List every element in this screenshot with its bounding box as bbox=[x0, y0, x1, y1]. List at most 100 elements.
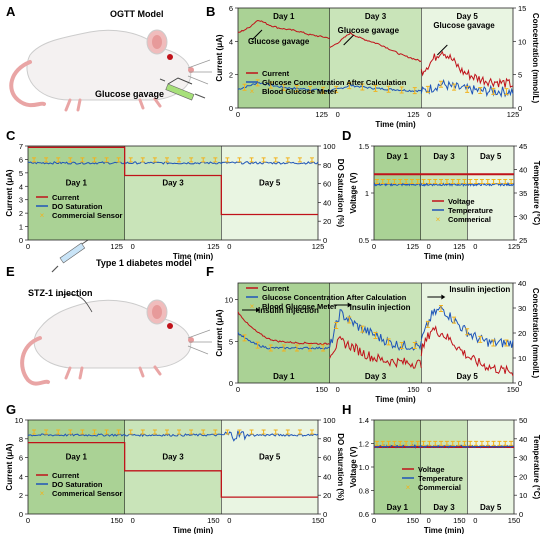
meter-marker-b bbox=[268, 81, 273, 89]
meter-marker-f bbox=[373, 332, 378, 339]
commercial-marker-c bbox=[201, 157, 206, 163]
commercial-marker-c bbox=[128, 157, 133, 163]
current-trace-b-3 bbox=[420, 50, 514, 88]
y-tick-label-b: 4 bbox=[229, 37, 233, 46]
y2-tick-label-d: 35 bbox=[519, 189, 527, 198]
meter-marker-f bbox=[425, 320, 430, 328]
meter-marker-f bbox=[491, 339, 496, 347]
x-tick-label-d: 125 bbox=[453, 242, 466, 251]
x-tick-label-b: 0 bbox=[236, 110, 240, 119]
meter-marker-f bbox=[308, 344, 313, 352]
commercial-marker-d bbox=[398, 179, 403, 185]
x-tick-label-f: 0 bbox=[427, 385, 431, 394]
y2-tick-label-c: 20 bbox=[323, 217, 331, 226]
commercial-marker-h bbox=[404, 440, 409, 446]
y-tick-label-c: 4 bbox=[19, 182, 23, 191]
y2-tick-label-g: 0 bbox=[323, 510, 327, 519]
commercial-marker-d bbox=[456, 179, 461, 185]
x-tick-label-h: 0 bbox=[372, 516, 376, 525]
commercial-marker-g bbox=[249, 429, 254, 435]
commercial-marker-c bbox=[189, 157, 194, 163]
x-axis-label-g: Time (min) bbox=[173, 526, 214, 534]
meter-marker-f bbox=[438, 305, 443, 313]
mouse-illustration-a bbox=[9, 29, 212, 112]
commercial-marker-g bbox=[140, 429, 145, 435]
commercial-marker-g bbox=[213, 429, 218, 435]
y2-tick-label-c: 80 bbox=[323, 161, 331, 170]
x-tick-label-b: 125 bbox=[507, 110, 520, 119]
legend-swatch-b-3: × bbox=[250, 87, 255, 96]
x-tick-label-d: 125 bbox=[406, 242, 419, 251]
meter-marker-b bbox=[399, 86, 404, 94]
y-tick-label-c: 1 bbox=[19, 223, 23, 232]
meter-marker-b bbox=[478, 87, 483, 95]
commercial-marker-h bbox=[392, 440, 397, 446]
legend-swatch-f-3: × bbox=[250, 302, 255, 311]
y-axis-label-c: Current (μA) bbox=[5, 169, 14, 216]
meter-marker-f bbox=[412, 342, 417, 349]
plot-frame-b bbox=[237, 7, 514, 109]
y2-tick-label-h: 40 bbox=[519, 435, 527, 444]
y2-tick-label-d: 25 bbox=[519, 236, 527, 245]
commercial-marker-d bbox=[374, 179, 379, 185]
commercial-marker-g bbox=[32, 429, 37, 435]
meter-marker-f bbox=[465, 328, 470, 336]
legend-label-f-3: Blood Glucose Meter bbox=[262, 302, 337, 311]
y2-tick-label-h: 10 bbox=[519, 491, 527, 500]
y-tick-label-g: 4 bbox=[19, 472, 23, 481]
y-tick-label-c: 6 bbox=[19, 155, 23, 164]
commercial-marker-g bbox=[104, 429, 109, 435]
legend-label-b-2: Glucose Concentration After Calculation bbox=[262, 78, 407, 87]
current-trace-f-2 bbox=[329, 335, 422, 369]
meter-marker-b bbox=[452, 83, 457, 91]
legend-label-f-1: Current bbox=[262, 284, 290, 293]
day-region-b-2 bbox=[329, 8, 422, 108]
legend-label-b-3: Blood Glucose Meter bbox=[262, 87, 337, 96]
commercial-marker-d bbox=[433, 179, 438, 185]
commercial-marker-h bbox=[474, 440, 479, 446]
legend-label-c-3: Commercial Sensor bbox=[52, 211, 123, 220]
do-saturation-trace-c bbox=[27, 160, 319, 165]
panel-a-title: OGTT Model bbox=[110, 9, 164, 19]
commercial-marker-h bbox=[456, 440, 461, 446]
commercial-marker-h bbox=[450, 440, 455, 446]
current-trace-f-3 bbox=[420, 325, 514, 377]
y2-axis-label-c: DO Saturation (%) bbox=[336, 159, 345, 228]
commercial-marker-h bbox=[479, 440, 484, 446]
commercial-marker-g bbox=[44, 429, 49, 435]
y2-tick-label-h: 50 bbox=[519, 416, 527, 425]
y-tick-label-c: 7 bbox=[19, 142, 23, 151]
commercial-marker-d bbox=[468, 179, 473, 185]
legend-label-g-3: Commerical Sensor bbox=[52, 489, 123, 498]
legend-label-h-1: Voltage bbox=[418, 465, 445, 474]
meter-marker-b bbox=[308, 85, 313, 93]
y2-tick-label-b: 15 bbox=[518, 4, 526, 13]
legend-label-g-2: DO Saturation bbox=[52, 480, 103, 489]
x-tick-label-g: 150 bbox=[207, 516, 220, 525]
commercial-marker-c bbox=[177, 157, 182, 163]
commercial-marker-h bbox=[374, 440, 379, 446]
day-label-d-1: Day 1 bbox=[387, 152, 409, 161]
mouse-illustration-e bbox=[20, 239, 212, 386]
meter-marker-b bbox=[347, 82, 352, 90]
y-axis-label-h: Voltage (V) bbox=[349, 446, 358, 488]
meter-marker-b bbox=[242, 83, 247, 91]
x-tick-label-f: 150 bbox=[315, 385, 328, 394]
y-tick-label-c: 3 bbox=[19, 196, 23, 205]
commercial-marker-g bbox=[237, 429, 242, 435]
y2-tick-label-h: 30 bbox=[519, 454, 527, 463]
commercial-marker-h bbox=[421, 440, 426, 446]
day-label-b-3: Day 5 bbox=[456, 12, 478, 21]
commercial-marker-h bbox=[427, 440, 432, 446]
panel-letter-c: C bbox=[6, 128, 16, 143]
day-region-c-3 bbox=[221, 146, 318, 240]
day-region-f-1 bbox=[238, 283, 330, 383]
y2-tick-label-f: 0 bbox=[518, 379, 522, 388]
commercial-marker-g bbox=[128, 429, 133, 435]
commercial-marker-h bbox=[409, 440, 414, 446]
day-region-g-3 bbox=[221, 420, 318, 514]
y2-axis-label-h: Temperature (°C) bbox=[532, 435, 541, 500]
legend-label-d-3: Commerical bbox=[448, 215, 491, 224]
meter-marker-f bbox=[321, 344, 326, 352]
